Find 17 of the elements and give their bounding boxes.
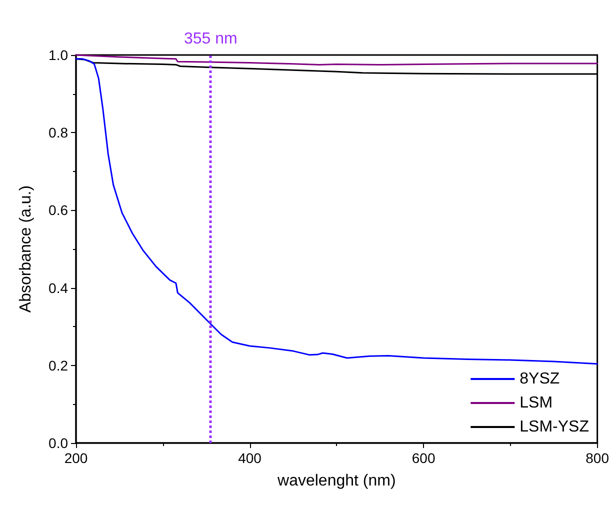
legend-label: LSM-YSZ [520,418,590,436]
y-tick-label: 0.0 [48,435,68,451]
y-tick-label: 0.4 [48,280,68,296]
y-tick-label: 0.6 [48,202,68,218]
x-tick-label: 600 [412,450,436,466]
y-tick-label: 0.8 [48,124,68,141]
y-tick-label: 0.2 [48,357,68,374]
legend-label: LSM [520,394,553,412]
line-series [75,54,598,66]
x-tick-label: 400 [238,450,262,466]
legend-label: 8YSZ [520,370,560,388]
y-axis-title: Absorbance (a.u.) [18,185,34,313]
x-tick-label: 800 [586,450,610,466]
x-axis-title: wavelenght (nm) [276,472,396,490]
y-tick-label: 1.0 [48,47,68,63]
x-tick-label: 200 [64,450,88,466]
ref-line-label: 355 nm [184,30,238,48]
